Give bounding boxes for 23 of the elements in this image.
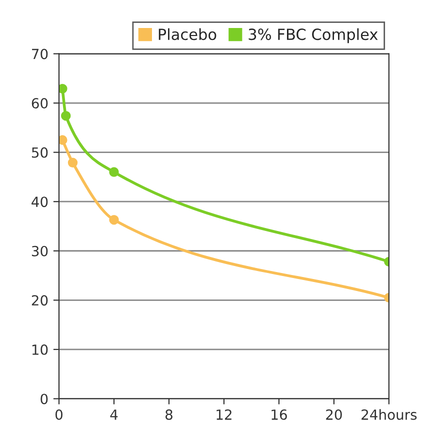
point <box>109 167 119 177</box>
x-tick-label: 12 <box>216 409 232 420</box>
x-tick-label: 8 <box>165 409 172 420</box>
y-tick-label: 10 <box>32 344 48 355</box>
x-tick-label: 0 <box>55 409 62 420</box>
x-tick-label: 24hours <box>362 409 417 420</box>
x-tick-label: 16 <box>272 409 287 420</box>
y-tick-label: 70 <box>32 48 48 60</box>
y-tick-label: 60 <box>32 98 48 109</box>
point <box>58 135 68 145</box>
point <box>61 110 71 121</box>
point <box>68 158 78 168</box>
y-tick-label: 20 <box>32 295 48 306</box>
legend-label: 3% FBC Complex <box>248 28 378 44</box>
x-tick-label: 4 <box>110 410 118 420</box>
x-tick-label: 20 <box>326 409 342 420</box>
point <box>109 214 119 225</box>
y-tick-label: 40 <box>32 196 48 208</box>
point <box>58 84 68 94</box>
y-tick-label: 30 <box>32 246 48 256</box>
y-tick-label: 50 <box>32 147 48 158</box>
legend-label: Placebo <box>158 28 216 40</box>
y-tick-label: 0 <box>40 394 48 404</box>
